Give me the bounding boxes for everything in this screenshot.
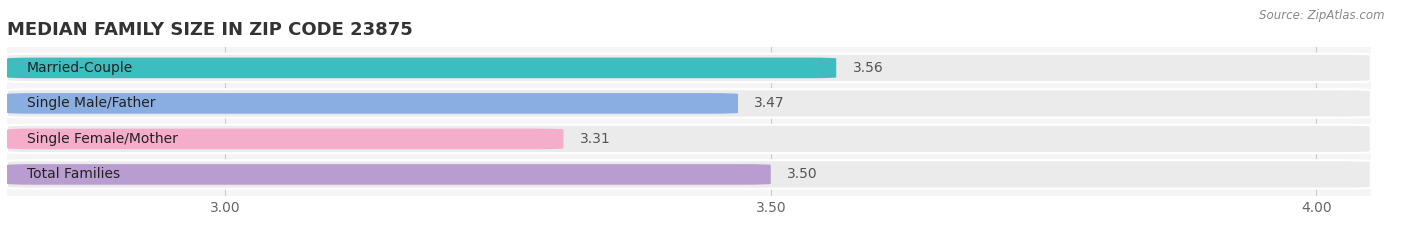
Text: MEDIAN FAMILY SIZE IN ZIP CODE 23875: MEDIAN FAMILY SIZE IN ZIP CODE 23875 <box>7 21 413 39</box>
FancyBboxPatch shape <box>7 129 564 149</box>
Text: 3.50: 3.50 <box>787 168 818 182</box>
FancyBboxPatch shape <box>7 54 1371 82</box>
Text: Single Male/Father: Single Male/Father <box>27 96 155 110</box>
Text: Total Families: Total Families <box>27 168 120 182</box>
Text: Source: ZipAtlas.com: Source: ZipAtlas.com <box>1260 9 1385 22</box>
FancyBboxPatch shape <box>7 93 738 114</box>
FancyBboxPatch shape <box>7 164 770 185</box>
Text: Married-Couple: Married-Couple <box>27 61 134 75</box>
Text: 3.47: 3.47 <box>755 96 785 110</box>
FancyBboxPatch shape <box>7 89 1371 118</box>
FancyBboxPatch shape <box>7 58 837 78</box>
Text: 3.56: 3.56 <box>852 61 883 75</box>
FancyBboxPatch shape <box>7 125 1371 153</box>
Text: Single Female/Mother: Single Female/Mother <box>27 132 177 146</box>
Text: 3.31: 3.31 <box>579 132 610 146</box>
FancyBboxPatch shape <box>7 160 1371 189</box>
